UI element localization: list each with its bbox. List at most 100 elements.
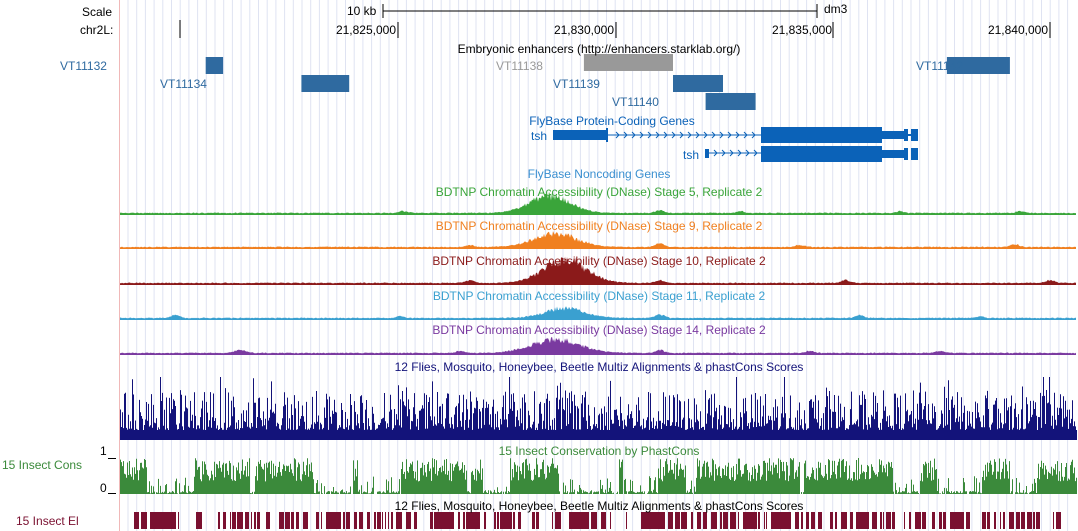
conserved-element — [257, 512, 260, 529]
conserved-element — [434, 512, 454, 529]
conserved-element — [738, 512, 739, 529]
conserved-element — [406, 512, 411, 529]
conserved-element — [266, 512, 270, 529]
enhancer-bar-vt11134 — [301, 75, 350, 92]
conserved-element — [1000, 512, 1001, 529]
tsh-2-exon-4 — [911, 148, 918, 160]
tsh-1-strand-arrow — [687, 131, 692, 139]
conserved-element — [346, 512, 350, 529]
tsh-1-strand-arrow — [631, 131, 636, 139]
conserved-element — [711, 512, 717, 529]
dnase-stage9-title[interactable]: BDTNP Chromatin Accessibility (DNase) St… — [435, 219, 763, 233]
enhancer-label-vt11132[interactable]: VT11132 — [60, 59, 107, 73]
conserved-element — [374, 512, 376, 529]
enhancer-label-vt11140[interactable]: VT11140 — [612, 95, 659, 109]
conserved-element — [1056, 512, 1061, 529]
tsh-1-exon-2 — [761, 127, 882, 143]
enhancer-label-vt11138[interactable]: VT11138 — [496, 59, 543, 73]
conserved-element — [377, 512, 381, 529]
conserved-element — [463, 512, 465, 529]
gene-features[interactable] — [553, 127, 918, 162]
conserved-element — [232, 512, 236, 529]
conserved-element — [987, 512, 990, 529]
conserved-element — [909, 512, 911, 529]
conserved-element — [830, 512, 833, 529]
conserved-element — [922, 512, 926, 529]
conserved-element — [880, 512, 882, 529]
dnase-stage14-title[interactable]: BDTNP Chromatin Accessibility (DNase) St… — [432, 323, 766, 337]
conserved-element — [1053, 512, 1054, 529]
tsh-2-strand-arrow — [729, 149, 734, 157]
conserved-element — [285, 512, 290, 529]
gene-label-tsh-2[interactable]: tsh — [683, 148, 700, 162]
conserved-element — [743, 512, 757, 529]
ruler-graphics — [179, 4, 1051, 38]
conserved-element — [1021, 512, 1025, 529]
enhancers-track-title[interactable]: Embryonic enhancers (http://enhancers.st… — [457, 42, 741, 56]
conserved-element — [691, 512, 693, 529]
conserved-element — [883, 512, 884, 529]
conserved-element — [856, 512, 869, 529]
dnase-stage10-title[interactable]: BDTNP Chromatin Accessibility (DNase) St… — [432, 254, 766, 268]
conserved-element — [795, 512, 799, 529]
dnase-signals — [120, 191, 1076, 355]
conserved-element — [254, 512, 256, 529]
conserved-element — [388, 512, 389, 529]
elements-left-label[interactable]: 15 Insect El — [16, 514, 79, 528]
enhancer-label-vt11134[interactable]: VT11134 — [160, 77, 207, 91]
conserved-element — [818, 512, 822, 529]
conserved-element — [518, 512, 521, 529]
conserved-element — [1016, 512, 1020, 529]
elements-track-title[interactable]: 12 Flies, Mosquito, Honeybee, Beetle Mul… — [394, 499, 804, 513]
enhancer-label-vt11139[interactable]: VT11139 — [553, 77, 600, 91]
conserved-element — [237, 512, 243, 529]
dnase-signal-2 — [120, 256, 1076, 284]
protein-coding-track-title[interactable]: FlyBase Protein-Coding Genes — [529, 114, 695, 128]
enhancer-features[interactable] — [205, 54, 1010, 110]
conserved-element — [316, 512, 319, 529]
conserved-element — [555, 512, 561, 529]
conserved-element — [892, 512, 895, 529]
conserved-element — [569, 512, 589, 529]
dnase-signal-4 — [120, 336, 1076, 354]
tsh-1-strand-arrow — [703, 131, 708, 139]
tsh-2-exon-2 — [761, 146, 882, 162]
noncoding-track-title[interactable]: FlyBase Noncoding Genes — [527, 167, 671, 181]
tsh-1-strand-arrow — [711, 131, 716, 139]
conserved-element — [458, 512, 460, 529]
conserved-element — [466, 512, 480, 529]
gene-label-tsh-1[interactable]: tsh — [531, 129, 548, 143]
conserved-element — [178, 512, 179, 529]
tsh-1-strand-arrow — [623, 131, 628, 139]
conserved-element — [430, 512, 433, 529]
enhancer-label-vt11142[interactable]: VT11142 — [916, 59, 963, 73]
conserved-element — [245, 512, 249, 529]
conserved-element — [943, 512, 946, 529]
conserved-element — [932, 512, 935, 529]
tsh-2-strand-arrow — [713, 149, 718, 157]
conserved-element — [1009, 512, 1014, 529]
conserved-element — [723, 512, 728, 529]
conserved-element — [904, 512, 905, 529]
dnase-stage11-title[interactable]: BDTNP Chromatin Accessibility (DNase) St… — [432, 289, 766, 303]
phastcons-track-title[interactable]: 15 Insect Conservation by PhastCons — [498, 444, 700, 458]
multiz-track-title[interactable]: 12 Flies, Mosquito, Honeybee, Beetle Mul… — [394, 360, 804, 374]
phastcons-left-label[interactable]: 15 Insect Cons — [2, 458, 83, 472]
conserved-element — [801, 512, 803, 529]
conserved-element — [806, 512, 809, 529]
conserved-element — [141, 512, 147, 529]
conserved-element — [591, 512, 597, 529]
conserved-element — [303, 512, 308, 529]
conserved-element — [841, 512, 847, 529]
scale-bar-label: 10 kb — [347, 4, 377, 18]
tsh-1-strand-arrow — [655, 131, 660, 139]
conserved-element — [675, 512, 680, 529]
conserved-element — [601, 512, 606, 529]
conserved-element — [230, 512, 231, 529]
dnase-stage5-title[interactable]: BDTNP Chromatin Accessibility (DNase) St… — [435, 185, 763, 199]
conserved-element — [385, 512, 386, 529]
conserved-element — [296, 512, 299, 529]
multiz-signal — [120, 377, 1077, 440]
